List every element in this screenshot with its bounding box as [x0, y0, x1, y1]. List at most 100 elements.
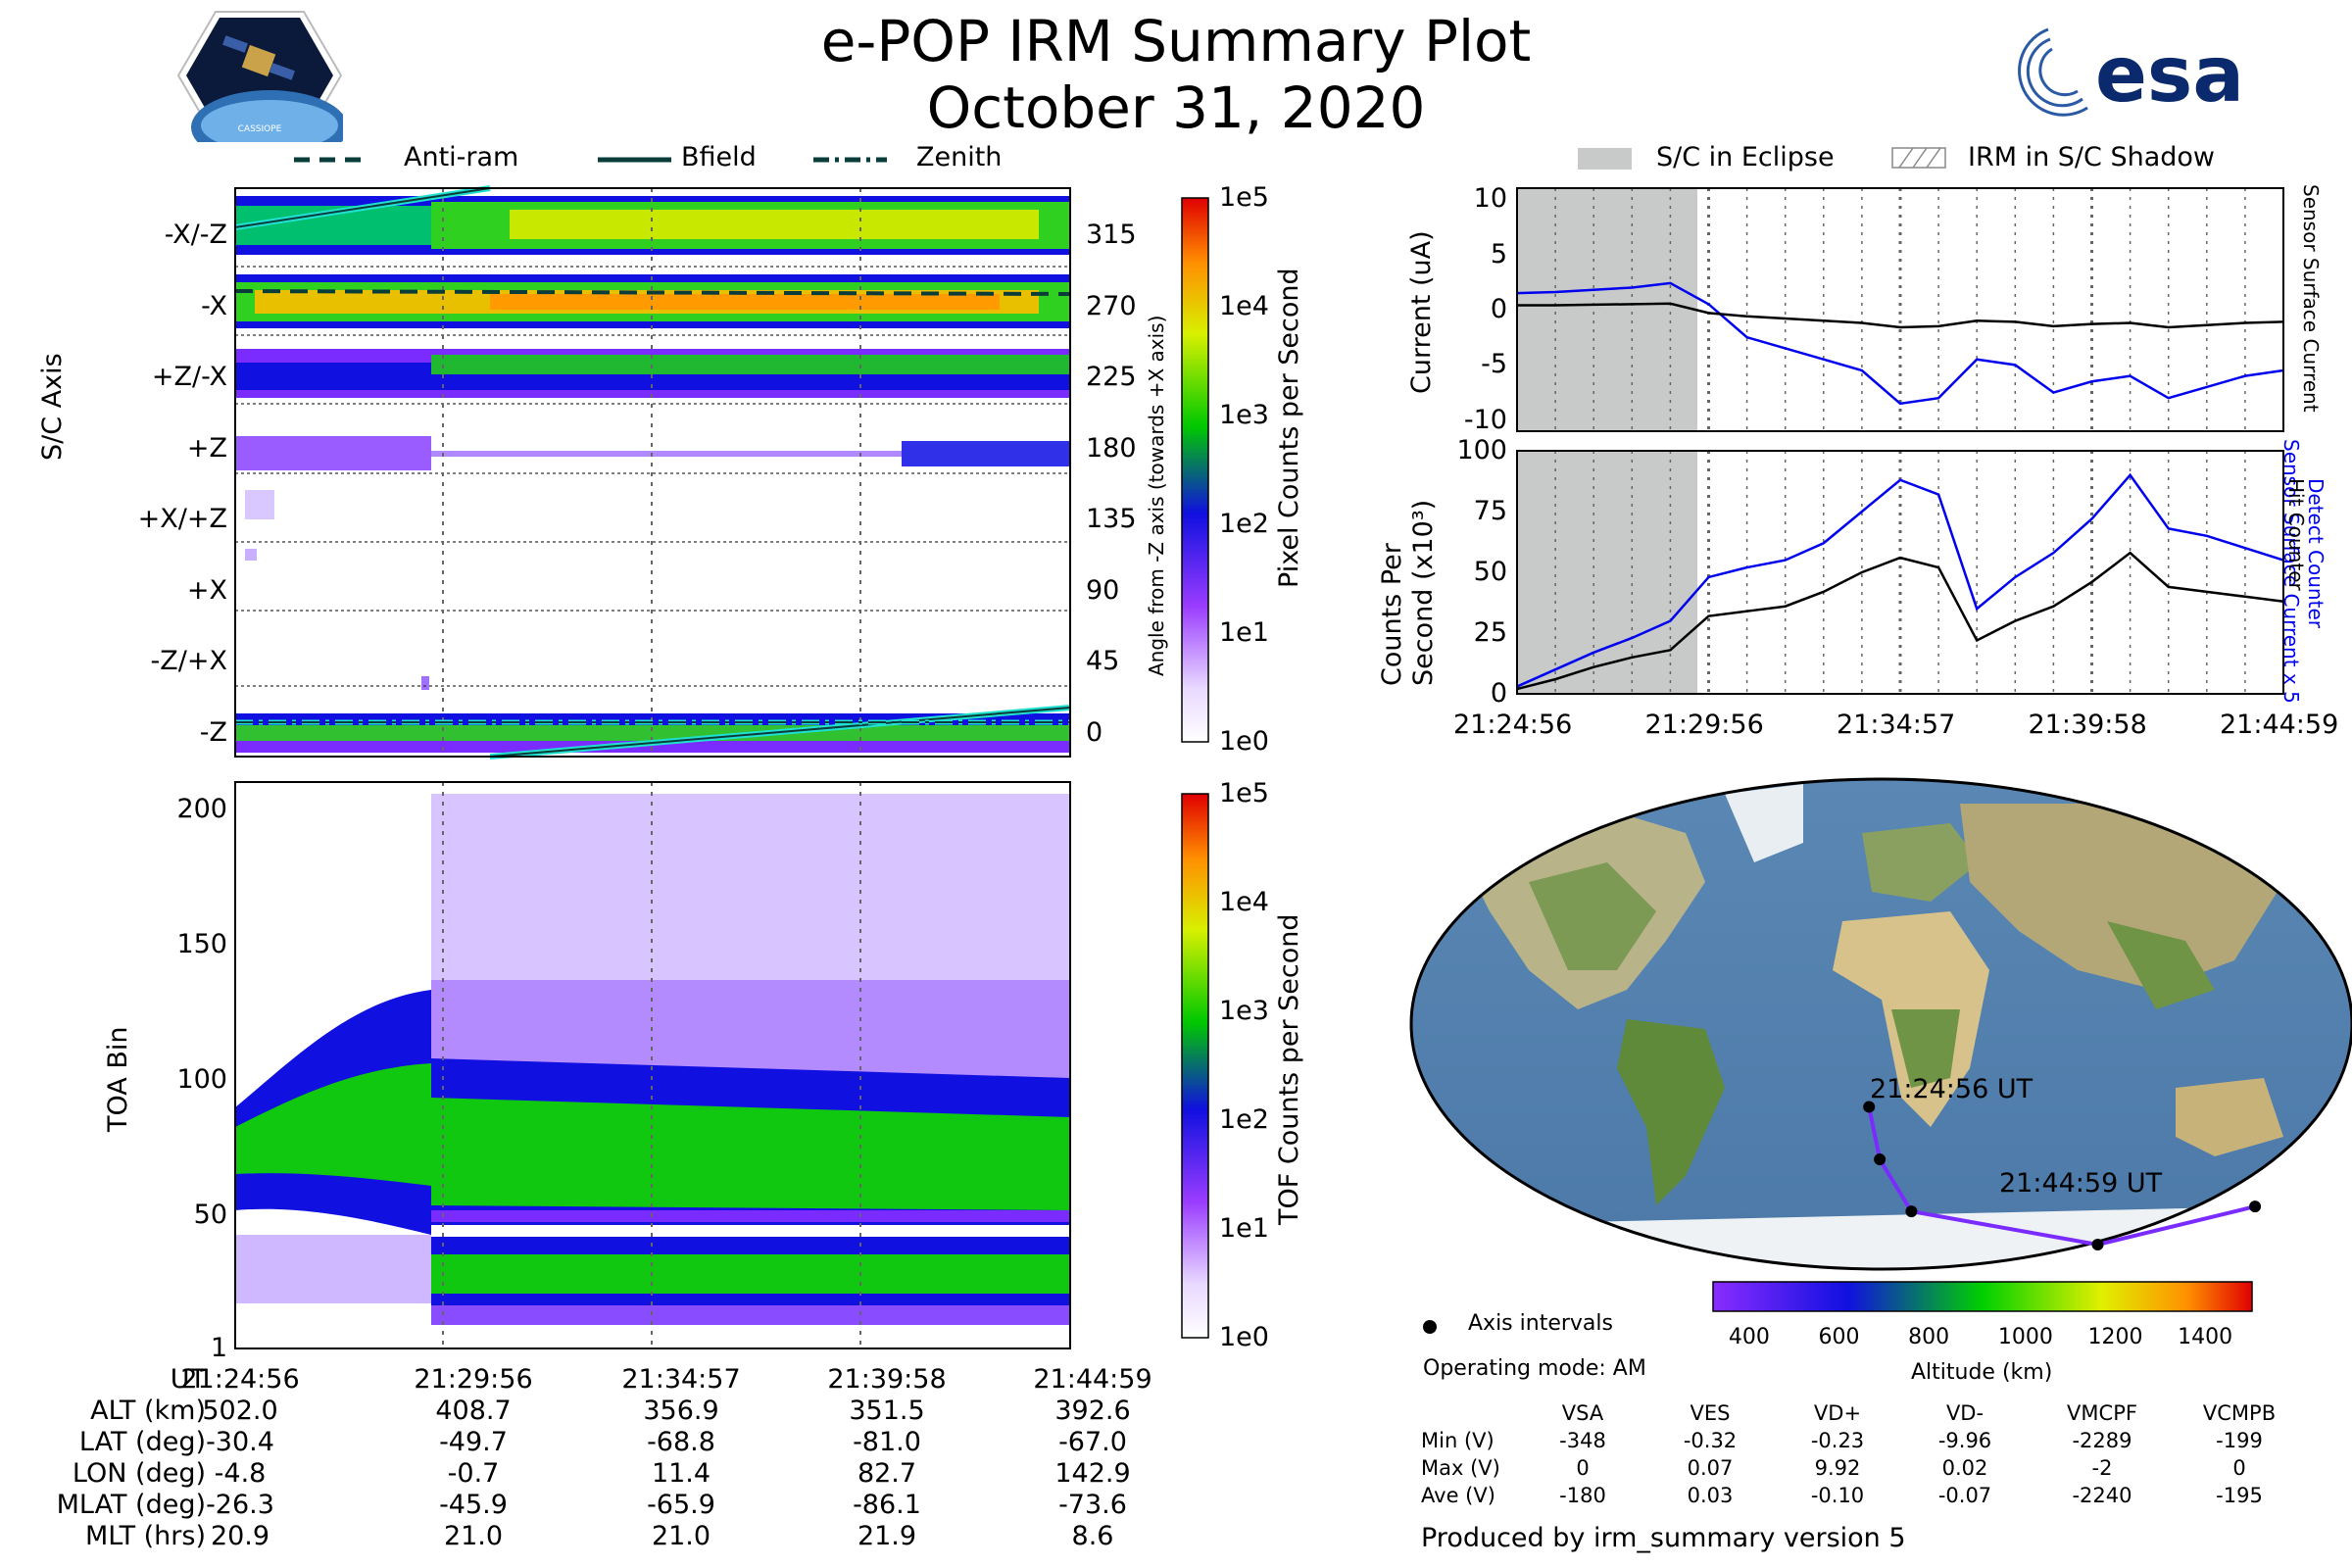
sensor-surface-current-x-5-line — [1516, 281, 2284, 406]
sc-axis-tick-label: -Z/+X — [150, 646, 227, 677]
orbit-table-cell: -30.4 — [206, 1427, 274, 1457]
voltage-table-cell: -195 — [2216, 1484, 2263, 1507]
toa-tick-label: 150 — [176, 928, 227, 959]
voltage-table-cell: 0 — [1576, 1456, 1590, 1480]
hit-counter-line — [1516, 551, 2284, 691]
y-tick-label: 100 — [1456, 435, 1507, 466]
orbit-table-row-label: MLAT (deg) — [56, 1490, 206, 1520]
altitude-tick-label: 1000 — [1997, 1325, 2053, 1349]
voltage-table-cell: -2 — [2091, 1456, 2113, 1480]
y-tick-label: -5 — [1481, 349, 1507, 380]
sc-axis-tick-label: +X/+Z — [137, 504, 227, 535]
orbit-table-cell: -4.8 — [214, 1458, 267, 1489]
counts-x-tick-label: 21:44:59 — [2220, 710, 2339, 740]
legend-shadow: IRM in S/C Shadow — [1968, 142, 2216, 172]
voltage-table-cell: -9.96 — [1937, 1429, 1992, 1452]
y-tick-label: 0 — [1490, 294, 1507, 324]
orbit-interval-point — [1863, 1101, 1876, 1113]
counts-x-tick-label: 21:24:56 — [1453, 710, 1573, 740]
sc-axis-angle-tick: 90 — [1086, 574, 1120, 606]
pixel-colorbar-label: Pixel Counts per Second — [1274, 268, 1304, 588]
sc-axis-angle-tick: 45 — [1086, 646, 1120, 677]
voltage-table-header: VMCPF — [2067, 1401, 2137, 1425]
anti-ram-line — [234, 289, 1071, 296]
orbit-table-cell: 502.0 — [202, 1396, 278, 1426]
voltage-table-cell: -2240 — [2072, 1484, 2132, 1507]
eclipse-swatch — [1578, 148, 1632, 170]
orbit-table-cell: -0.7 — [447, 1458, 500, 1489]
orbit-table-cell: -45.9 — [439, 1490, 508, 1520]
orbit-table-row-label: MLT (hrs) — [84, 1521, 206, 1551]
axis-intervals-marker — [1423, 1320, 1437, 1334]
orbit-interval-point — [2091, 1239, 2104, 1250]
voltage-table-cell: -0.23 — [1810, 1429, 1865, 1452]
cbar1-tick: 1e1 — [1219, 617, 1269, 648]
orbit-table-time: 21:39:58 — [827, 1364, 947, 1395]
orbit-table-cell: 356.9 — [643, 1396, 719, 1426]
orbit-table-time: 21:44:59 — [1033, 1364, 1152, 1395]
y-tick-label: 50 — [1473, 557, 1507, 587]
voltage-table-row-label: Ave (V) — [1421, 1484, 1495, 1507]
cbar2-tick: 1e4 — [1219, 887, 1269, 917]
orbit-table-time: 21:24:56 — [180, 1364, 300, 1395]
cbar1-tick: 1e5 — [1219, 182, 1269, 213]
orbit-table-cell: 408.7 — [435, 1396, 512, 1426]
current-eclipse-region — [1517, 188, 1697, 431]
sc-axis-right-label: Angle from -Z axis (towards +X axis) — [1145, 315, 1168, 676]
world-map — [1409, 777, 2352, 1271]
voltage-table-cell: -199 — [2216, 1429, 2263, 1452]
bfield-line-top-inner — [234, 187, 491, 228]
orbit-interval-point — [1905, 1205, 1918, 1218]
altitude-tick-label: 600 — [1818, 1325, 1860, 1349]
toa-tick-label: 200 — [176, 793, 227, 824]
esa-logo-text: esa — [2095, 31, 2244, 120]
voltage-table-cell: 0.07 — [1687, 1456, 1734, 1480]
sc-axis-tick-label: +Z — [186, 432, 227, 464]
pixel-colorbar — [1181, 197, 1209, 743]
sc-axis-tick-label: +Z/-X — [151, 362, 227, 393]
orbit-table-time: 21:34:57 — [621, 1364, 741, 1395]
sc-axis-angle-tick: 225 — [1086, 362, 1137, 393]
counts-eclipse-region — [1517, 451, 1697, 694]
orbit-table-cell: -81.0 — [853, 1427, 921, 1457]
voltage-table-row-label: Max (V) — [1421, 1456, 1500, 1480]
orbit-table-cell: -49.7 — [439, 1427, 508, 1457]
voltage-table-cell: 0 — [2232, 1456, 2246, 1480]
page-title: e-POP IRM Summary Plot — [820, 8, 1532, 74]
voltage-table-cell: -2289 — [2072, 1429, 2132, 1452]
voltage-table-cell: -0.10 — [1810, 1484, 1865, 1507]
tof-colorbar-label: TOF Counts per Second — [1274, 913, 1304, 1226]
esa-logo: esa — [1989, 15, 2303, 122]
cbar2-tick: 1e5 — [1219, 778, 1269, 808]
orbit-table-cell: 21.9 — [857, 1521, 917, 1551]
detect-counter-line — [1516, 472, 2284, 688]
current-right-label-2: Sensor Surface Current — [2299, 184, 2323, 413]
voltage-table-cell: 9.92 — [1814, 1456, 1861, 1480]
voltage-table-header: VD- — [1945, 1401, 1984, 1425]
counts-x-tick-label: 21:34:57 — [1837, 710, 1956, 740]
voltage-table-cell: 0.03 — [1687, 1484, 1734, 1507]
sc-axis-heatmap — [234, 185, 1071, 760]
orbit-table-header-label: UT — [170, 1364, 206, 1395]
axis-lines-legend: Anti-ram Bfield Zenith — [294, 142, 1078, 181]
cbar1-tick: 1e4 — [1219, 291, 1269, 321]
axis-intervals-label: Axis intervals — [1468, 1311, 1613, 1336]
orbit-table-cell: 8.6 — [1071, 1521, 1114, 1551]
orbit-table-row-label: ALT (km) — [90, 1396, 206, 1426]
orbit-table-row-label: LON (deg) — [72, 1458, 206, 1489]
voltage-table-cell: -0.07 — [1937, 1484, 1992, 1507]
y-tick-label: 0 — [1490, 678, 1507, 709]
toa-tick-label: 50 — [193, 1200, 227, 1231]
sc-axis-angle-tick: 0 — [1086, 716, 1103, 748]
altitude-tick-label: 1400 — [2178, 1325, 2233, 1349]
sc-axis-angle-tick: 315 — [1086, 220, 1137, 251]
voltage-table-cell: -348 — [1559, 1429, 1606, 1452]
orbit-table-cell: 21.0 — [651, 1521, 711, 1551]
sc-axis-angle-tick: 270 — [1086, 290, 1137, 321]
legend-eclipse: S/C in Eclipse — [1656, 142, 1835, 172]
toa-heatmap — [234, 781, 1071, 1349]
orbit-table-cell: -73.6 — [1058, 1490, 1127, 1520]
toa-tick-label: 100 — [176, 1064, 227, 1096]
orbit-table-time: 21:29:56 — [414, 1364, 533, 1395]
